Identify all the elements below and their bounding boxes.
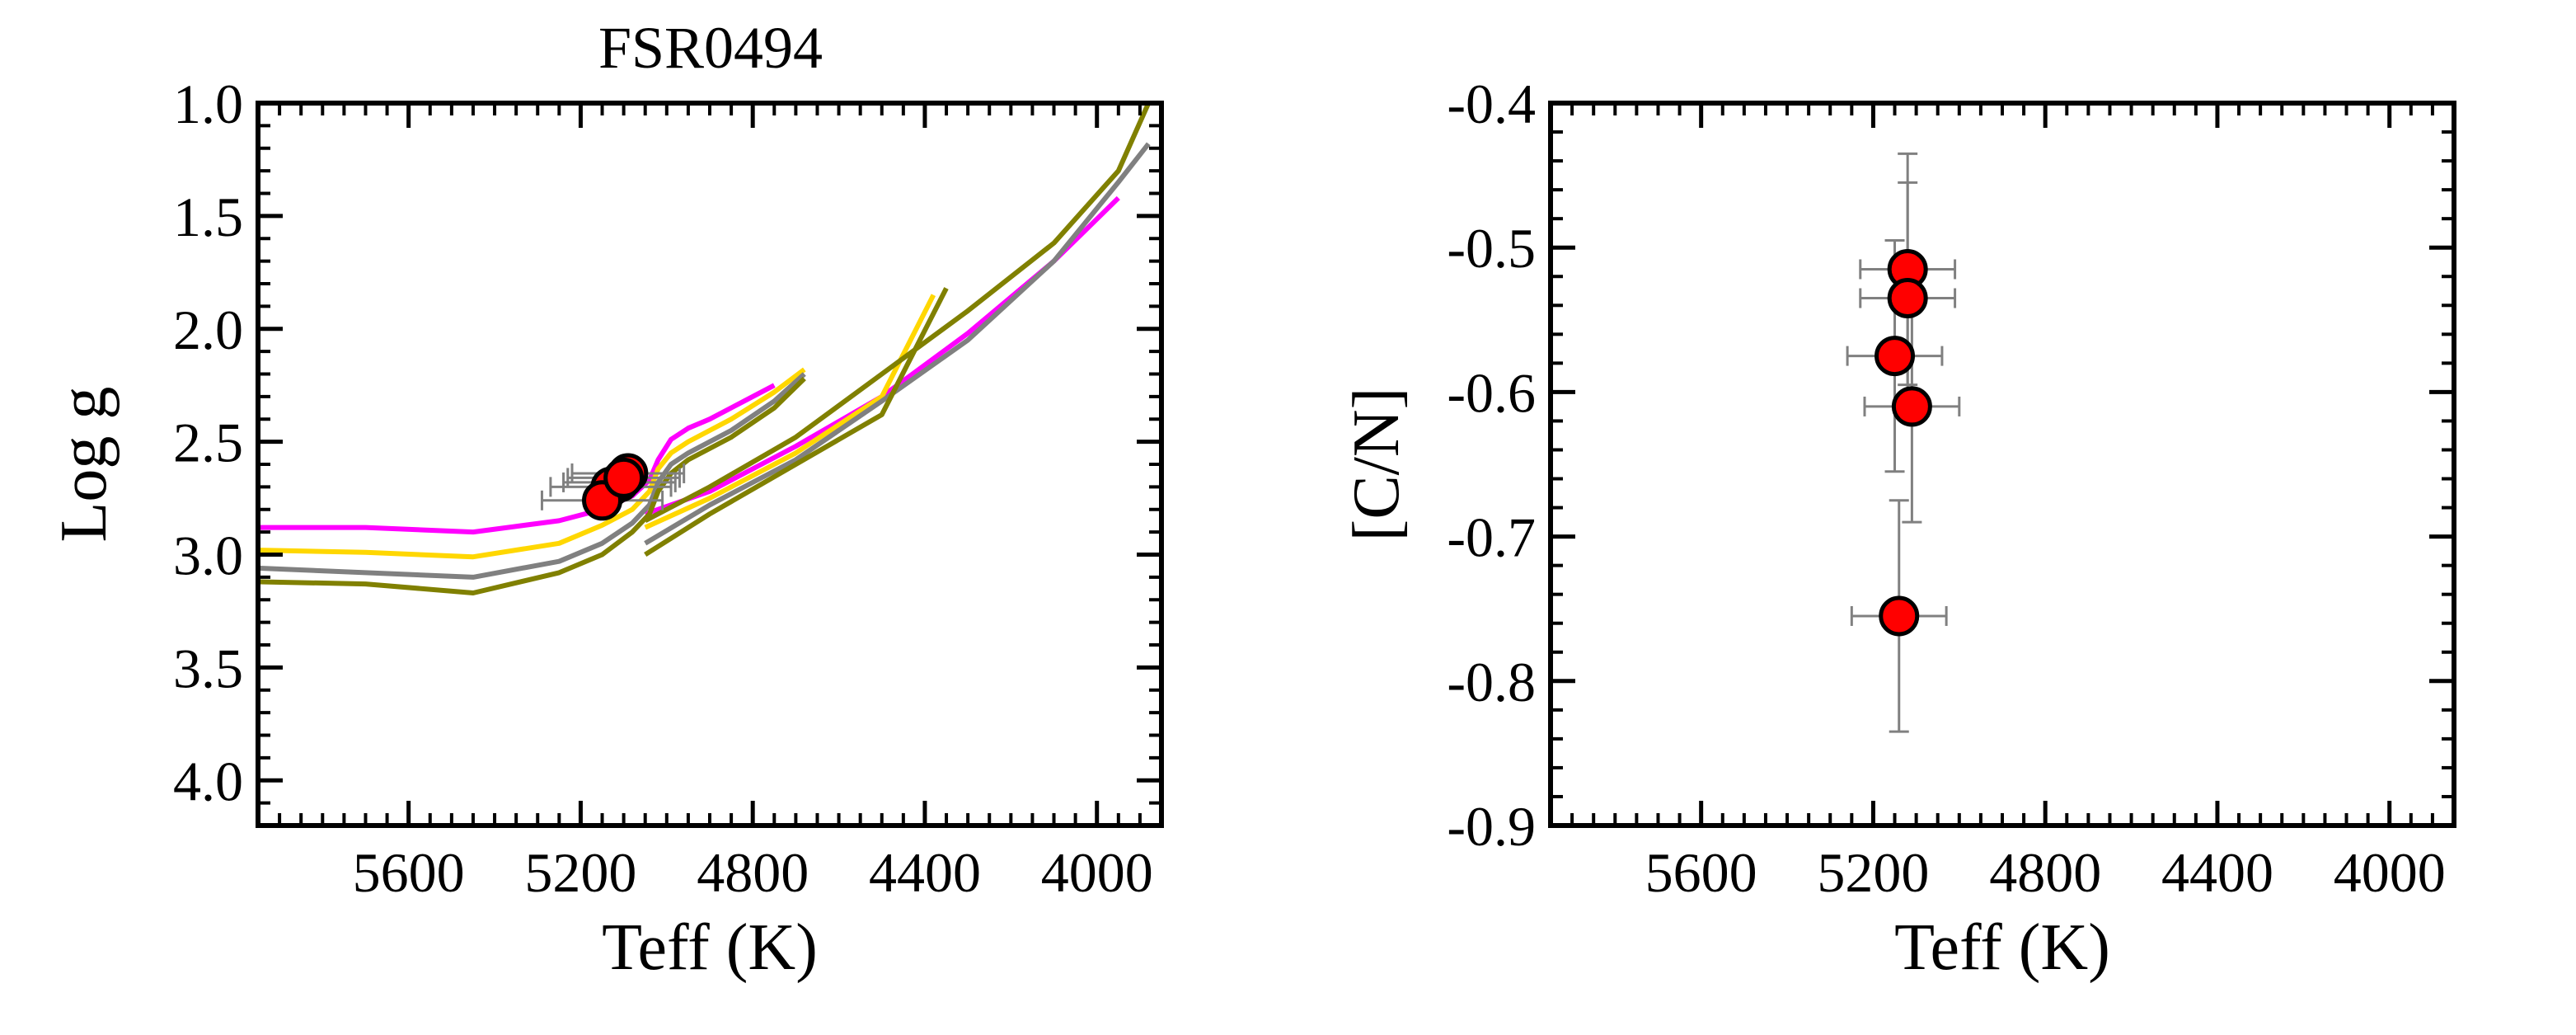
right-y-axis-label: [C/N] bbox=[1340, 388, 1413, 542]
left-series-group bbox=[260, 106, 1151, 595]
right-x-axis-label: Teff (K) bbox=[1894, 911, 2110, 984]
right-data-point bbox=[1891, 386, 1932, 427]
right-y-tick-label: -0.5 bbox=[1447, 217, 1536, 280]
right-plot-frame bbox=[1548, 101, 2456, 828]
right-x-tick-label: 4400 bbox=[2161, 841, 2273, 904]
right-y-tick-label: -0.7 bbox=[1447, 506, 1536, 569]
isochrone-line bbox=[644, 287, 949, 557]
right-x-tick-label: 5200 bbox=[1817, 841, 1929, 904]
left-points-group bbox=[540, 453, 686, 521]
isochrone-line bbox=[644, 106, 1151, 524]
isochrone-line bbox=[260, 383, 776, 535]
right-x-tick-label: 4800 bbox=[1989, 841, 2101, 904]
left-plot-frame bbox=[256, 101, 1164, 828]
right-x-tick-label: 4000 bbox=[2334, 841, 2446, 904]
left-x-tick-label: 5200 bbox=[524, 841, 636, 904]
right-y-tick-label: -0.8 bbox=[1447, 651, 1536, 713]
left-y-tick-label: 1.5 bbox=[173, 186, 243, 248]
left-y-tick-label: 4.0 bbox=[173, 750, 243, 812]
left-y-tick-label: 3.5 bbox=[173, 637, 243, 699]
right-y-tick-label: -0.4 bbox=[1447, 73, 1536, 135]
left-x-tick-label: 5600 bbox=[353, 841, 465, 904]
left-x-axis-label: Teff (K) bbox=[602, 911, 818, 984]
left-panel: FSR0494 5600 5200 4800 4400 4000 1.0 1.5 2.0 2.5… bbox=[48, 15, 1164, 984]
left-y-axis-label: Log g bbox=[48, 387, 120, 543]
right-panel: 5600 5200 4800 4400 4000 -0.4 -0.5 -0.6 -0.7 -0.8… bbox=[1340, 73, 2456, 984]
right-x-tick-label: 5600 bbox=[1645, 841, 1757, 904]
isochrone-line bbox=[644, 142, 1151, 546]
isochrone-line bbox=[260, 367, 806, 560]
left-data-point bbox=[603, 457, 645, 498]
left-y-tick-label: 2.5 bbox=[173, 412, 243, 474]
right-data-point bbox=[1875, 336, 1916, 377]
isochrone-line bbox=[644, 294, 936, 530]
left-y-tick-label: 3.0 bbox=[173, 525, 243, 587]
isochrone-line bbox=[260, 372, 806, 580]
right-data-point bbox=[1879, 595, 1920, 637]
right-points-group bbox=[1846, 152, 1961, 733]
left-y-tick-label: 1.0 bbox=[173, 73, 243, 135]
left-x-tick-label: 4000 bbox=[1041, 841, 1153, 904]
left-y-tick-label: 2.0 bbox=[173, 299, 243, 361]
left-x-tick-label: 4400 bbox=[869, 841, 981, 904]
left-x-tick-label: 4800 bbox=[697, 841, 809, 904]
left-panel-title: FSR0494 bbox=[598, 15, 823, 81]
right-data-point bbox=[1887, 278, 1928, 319]
right-y-tick-label: -0.9 bbox=[1447, 795, 1536, 858]
right-ticks-group: 5600 5200 4800 4400 4000 -0.4 -0.5 -0.6 -0.7 -0.8… bbox=[1447, 73, 2456, 904]
right-y-tick-label: -0.6 bbox=[1447, 361, 1536, 424]
left-ticks-group: 5600 5200 4800 4400 4000 1.0 1.5 2.0 2.5 3.0 3.5 4.… bbox=[173, 73, 1163, 904]
isochrone-line bbox=[260, 376, 806, 595]
